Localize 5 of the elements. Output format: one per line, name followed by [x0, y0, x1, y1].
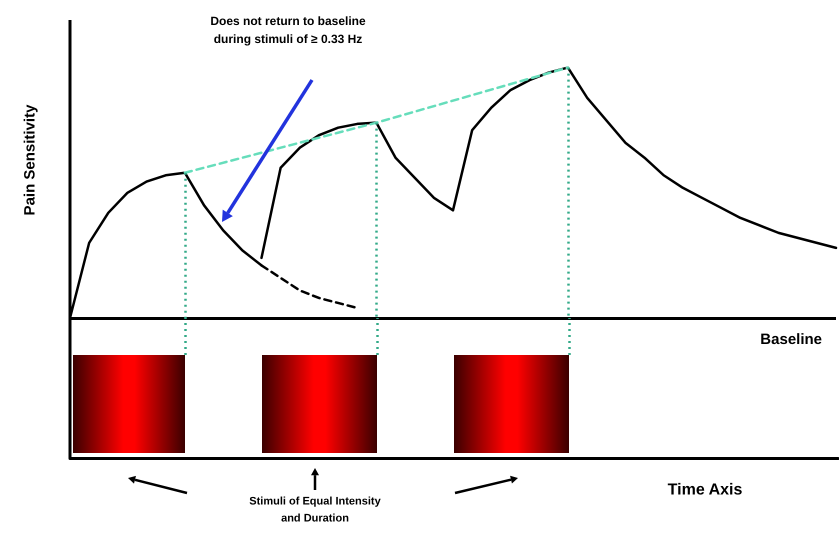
text: Stimuli of Equal Intensity and Duration	[249, 496, 382, 524]
y-axis-title: Pain Sensitivity	[22, 104, 38, 216]
ref-line-label: Baseline	[760, 331, 822, 348]
text: Does not return to baseline during stimuli of ≥ 0.33 Hz	[210, 14, 366, 46]
text: Time Axis	[668, 482, 742, 498]
